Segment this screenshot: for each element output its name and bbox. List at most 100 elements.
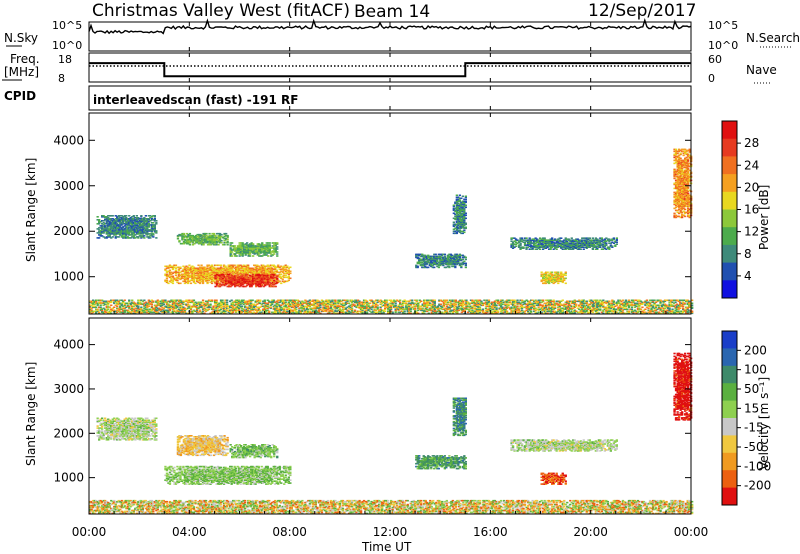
heatmap-cell [329,306,333,309]
heatmap-cell [402,312,405,315]
heatmap-cell [229,310,232,313]
heatmap-cell [155,223,158,225]
heatmap-cell [540,299,543,302]
heatmap-cell [185,276,188,279]
heatmap-cell [215,270,218,273]
heatmap-cell [206,243,210,246]
heatmap-cell [89,308,92,311]
heatmap-cell [269,304,272,307]
heatmap-cell [104,217,107,219]
heatmap-cell [232,281,235,284]
heatmap-cell [400,306,403,309]
heatmap-cell [381,302,384,305]
heatmap-cell [238,309,241,312]
heatmap-cell [203,235,207,238]
heatmap-cell [486,309,489,312]
heatmap-cell [394,308,397,311]
heatmap-cell [272,272,275,275]
heatmap-cell [549,310,552,313]
heatmap-cell [179,267,182,270]
heatmap-cell [459,302,462,305]
heatmap-cell [229,255,232,257]
heatmap-cell [170,305,173,308]
heatmap-cell [178,233,181,236]
heatmap-cell [129,227,132,229]
heatmap-cell [381,309,384,312]
heatmap-cell [286,306,289,309]
heatmap-cell [173,264,176,267]
heatmap-cell [317,304,321,307]
heatmap-cell [177,311,181,314]
heatmap-cell [114,237,117,239]
heatmap-cell [209,306,212,309]
heatmap-cell [268,274,271,277]
heatmap-cell [143,223,146,225]
heatmap-cell [122,216,125,218]
heatmap-cell [223,282,226,285]
heatmap-cell [176,271,179,274]
heatmap-cell [554,302,557,305]
heatmap-cell [249,283,252,286]
heatmap-cell [209,240,213,243]
heatmap-cell [179,278,182,281]
heatmap-cell [251,305,254,308]
heatmap-cell [298,300,301,303]
heatmap-cell [101,215,104,217]
heatmap-cell [215,238,219,241]
heatmap-cell [490,312,494,315]
heatmap-cell [222,301,226,304]
heatmap-cell [371,300,375,303]
heatmap-cell [259,284,262,287]
heatmap-cell [441,300,444,303]
heatmap-cell [211,238,214,241]
heatmap-cell [244,302,247,305]
heatmap-cell [373,300,376,303]
heatmap-cell [132,308,135,311]
heatmap-cell [457,302,460,305]
heatmap-cell [201,282,205,285]
heatmap-cell [245,269,248,272]
heatmap-cell [399,311,402,314]
heatmap-cell [179,309,182,312]
heatmap-cell [344,299,348,302]
heatmap-cell [234,275,237,278]
heatmap-cell [202,242,205,245]
heatmap-cell [426,306,429,309]
heatmap-cell [108,224,111,226]
heatmap-cell [200,277,203,280]
heatmap-cell [222,307,226,310]
heatmap-cell [247,252,250,254]
heatmap-cell [265,272,268,275]
heatmap-cell [212,236,216,239]
station-title: Christmas Valley West (fitACF) [92,1,350,21]
heatmap-cell [192,276,196,279]
heatmap-cell [179,274,182,277]
heatmap-cell [137,222,140,224]
heatmap-cell [242,268,245,271]
heatmap-cell [249,246,252,248]
heatmap-cell [447,306,450,309]
heatmap-cell [278,280,281,283]
heatmap-cell [241,274,244,277]
heatmap-cell [420,309,423,312]
heatmap-cell [421,307,424,310]
heatmap-cell [256,270,259,273]
heatmap-cell [533,300,536,303]
heatmap-cell [198,270,202,273]
heatmap-cell [123,231,126,233]
heatmap-cell [250,304,253,307]
heatmap-cell [269,269,272,272]
heatmap-cell [111,232,114,234]
heatmap-cell [238,299,241,302]
heatmap-cell [325,306,328,309]
heatmap-cell [135,231,138,233]
heatmap-cell [365,300,369,303]
heatmap-cell [387,306,390,309]
heatmap-cell [156,302,159,305]
heatmap-cell [268,244,271,246]
heatmap-cell [149,302,152,305]
heatmap-cell [98,237,101,239]
heatmap-cell [188,238,192,241]
heatmap-cell [236,270,239,273]
heatmap-cell [477,307,480,310]
